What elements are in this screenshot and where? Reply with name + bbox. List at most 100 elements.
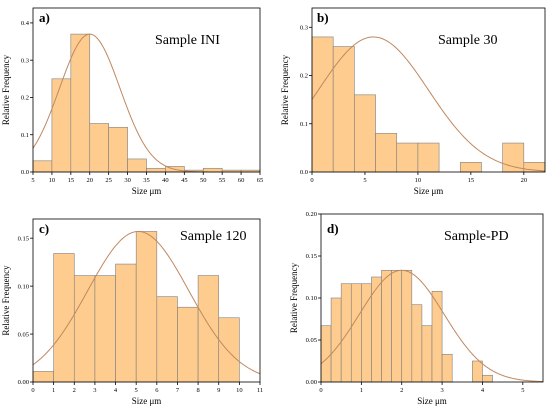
histogram-bar: [218, 317, 240, 383]
x-tick-label: 11: [257, 387, 263, 394]
x-tick-label: 30: [124, 177, 131, 184]
histogram-panel-4: 0 1 2 3 4 5 0.00 0.05 0.10 0.15 0.20 Size μm Relativ…: [289, 211, 544, 406]
x-tick-label: 0: [31, 387, 34, 394]
histogram-bar: [330, 297, 342, 383]
x-tick-label: 5: [363, 177, 366, 184]
histogram-bar: [146, 167, 166, 173]
histogram-panel-1: 5 10 15 20 25 30 35 40 45 50 55 60 65 0.0 0.1 0.2 0.3 0.4…: [1, 7, 263, 196]
x-tick-label: 55: [219, 177, 226, 184]
x-tick-label: 0: [319, 387, 322, 394]
plot-frame: [311, 7, 546, 173]
histogram-bar: [51, 78, 72, 173]
sample-label: Sample-PD: [444, 229, 509, 244]
y-tick-label: 0.2: [21, 95, 29, 102]
histogram-bar: [127, 158, 147, 173]
x-axis-title: Size μm: [414, 186, 444, 196]
y-tick-label: 0.2: [300, 73, 308, 80]
y-tick-label: 0.3: [300, 24, 308, 31]
histogram-bar: [417, 142, 440, 173]
histogram-bar: [177, 306, 199, 383]
x-tick-label: 10: [415, 177, 422, 184]
x-tick-label: 45: [181, 177, 188, 184]
histogram-bar: [411, 304, 423, 383]
histogram-bar: [73, 275, 96, 383]
x-tick-label: 35: [143, 177, 150, 184]
histogram-bar: [108, 126, 128, 173]
y-tick-label: 0.15: [18, 235, 29, 242]
x-tick-label: 8: [196, 387, 199, 394]
histogram-bar: [401, 269, 413, 383]
histogram-bar: [350, 283, 362, 383]
histogram-bar: [32, 371, 54, 383]
y-tick-label: 0.0: [21, 169, 29, 176]
histogram-bar: [94, 275, 116, 383]
y-tick-label: 0.05: [306, 337, 317, 344]
x-tick-label: 1: [360, 387, 363, 394]
x-tick-label: 20: [87, 177, 94, 184]
y-tick-label: 0.3: [21, 57, 29, 64]
panel-letter: c): [39, 221, 49, 236]
sample-label: Sample INI: [155, 33, 220, 48]
normal-fit-curve: [32, 230, 261, 375]
x-tick-label: 60: [238, 177, 245, 184]
histogram-bar: [472, 360, 483, 383]
x-tick-label: 7: [176, 387, 180, 394]
x-tick-label: 4: [114, 387, 118, 394]
histogram-bar: [197, 275, 220, 383]
panel-letter: d): [327, 221, 339, 236]
histogram-bar: [459, 162, 482, 173]
y-tick-label: 0.20: [306, 211, 317, 218]
x-tick-label: 0: [310, 177, 313, 184]
y-tick-label: 0.10: [306, 295, 317, 302]
histogram-bar: [354, 94, 376, 173]
y-axis-title: Relative Frequency: [1, 265, 11, 336]
y-axis-title: Relative Frequency: [289, 262, 299, 333]
histogram-bar: [70, 33, 91, 173]
histogram-bar: [431, 290, 443, 383]
x-axis-title: Size μm: [417, 396, 447, 406]
histogram-bar: [156, 296, 178, 383]
y-tick-label: 0.0: [300, 169, 308, 176]
histogram-bar: [332, 46, 355, 173]
y-tick-label: 0.00: [18, 379, 29, 386]
y-tick-label: 0.15: [306, 253, 317, 260]
histogram-panel-3: 0 1 2 3 4 5 6 7 8 9 10 11 0.00 0.05 0.10 0.15 Size μm Rel…: [1, 218, 263, 406]
y-axis-title: Relative Frequency: [1, 54, 11, 125]
y-tick-label: 0.10: [18, 283, 29, 290]
histogram-bar: [311, 36, 334, 173]
histogram-bar: [340, 283, 352, 383]
sample-label: Sample 120: [180, 229, 247, 244]
y-axis-title: Relative Frequency: [280, 54, 290, 125]
x-tick-label: 5: [31, 177, 34, 184]
y-tick-label: 0.1: [300, 121, 308, 128]
y-tick-label: 0.4: [21, 20, 30, 27]
x-tick-label: 6: [155, 387, 159, 394]
histogram-bar: [502, 142, 525, 173]
x-tick-label: 2: [73, 387, 76, 394]
normal-fit-curve: [320, 269, 544, 383]
panel-letter: b): [317, 10, 329, 25]
histogram-bar: [375, 133, 398, 173]
x-tick-label: 4: [481, 387, 485, 394]
histogram-bar: [53, 253, 75, 383]
histogram-bar: [441, 353, 453, 383]
histogram-bar: [32, 160, 53, 173]
x-tick-label: 25: [105, 177, 112, 184]
x-tick-label: 20: [521, 177, 528, 184]
x-tick-label: 2: [400, 387, 403, 394]
x-tick-label: 50: [200, 177, 207, 184]
x-tick-label: 9: [217, 387, 220, 394]
histogram-bar: [320, 325, 332, 383]
x-tick-label: 5: [135, 387, 138, 394]
x-tick-label: 10: [49, 177, 56, 184]
histogram-bar: [482, 374, 493, 383]
x-tick-label: 1: [52, 387, 55, 394]
histogram-bar: [89, 123, 109, 173]
plot-frame: [32, 218, 261, 383]
histogram-bar: [396, 142, 419, 173]
x-axis-title: Size μm: [132, 186, 162, 196]
normal-fit-curve: [311, 36, 546, 172]
histogram-bar: [115, 263, 137, 383]
histogram-bar: [391, 269, 403, 383]
y-tick-label: 0.05: [18, 331, 29, 338]
